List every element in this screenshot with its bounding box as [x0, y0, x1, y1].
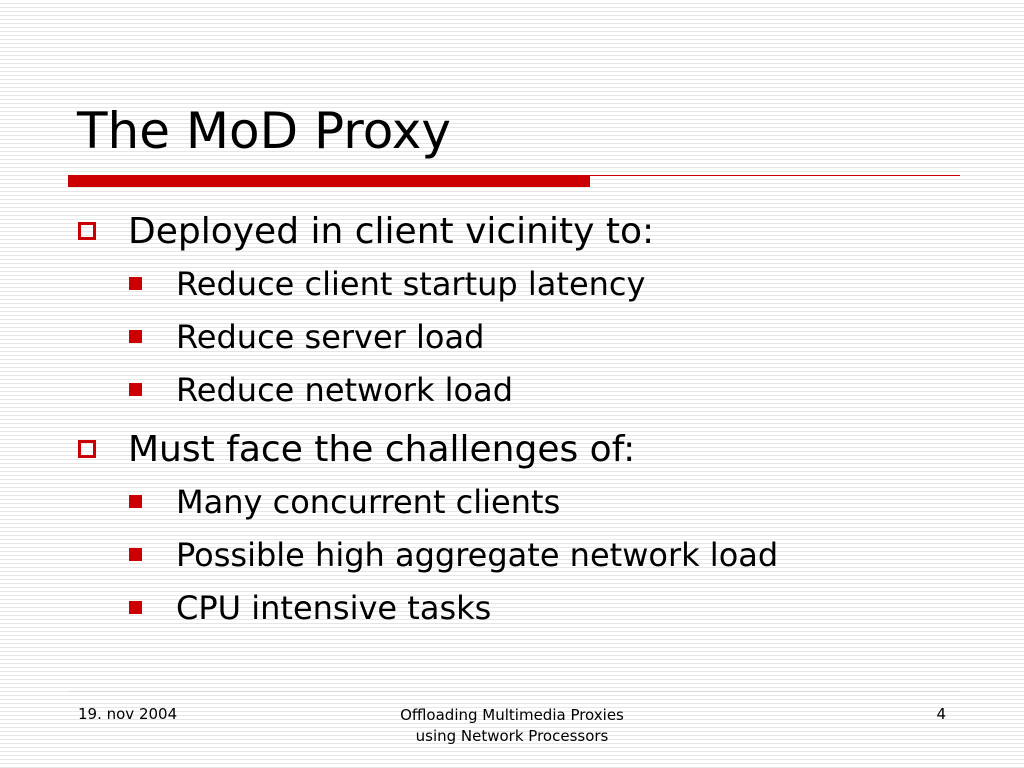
filled-square-icon: [129, 495, 142, 508]
filled-square-icon: [129, 548, 142, 561]
filled-square-icon: [129, 277, 142, 290]
hollow-square-icon: [78, 222, 96, 240]
footer-title-line-1: Offloading Multimedia Proxies: [400, 706, 624, 724]
bullet-level1-text: Deployed in client vicinity to:: [128, 210, 655, 252]
filled-square-icon: [129, 383, 142, 396]
bullet-group-2: Must face the challenges of: Many concur…: [78, 423, 984, 634]
filled-square-icon: [129, 601, 142, 614]
bullet-level2: Reduce network load: [129, 363, 984, 416]
bullet-level2-text: CPU intensive tasks: [176, 588, 492, 627]
bullet-level2: Many concurrent clients: [129, 475, 984, 528]
bullet-level2: Reduce server load: [129, 310, 984, 363]
bullet-level2-text: Many concurrent clients: [176, 482, 561, 521]
bullet-group-1: Deployed in client vicinity to: Reduce c…: [78, 205, 984, 416]
footer-date: 19. nov 2004: [78, 705, 178, 723]
slide-content: Deployed in client vicinity to: Reduce c…: [78, 205, 984, 634]
bullet-level2: Reduce client startup latency: [129, 257, 984, 310]
title-underline-thin: [590, 175, 960, 176]
title-underline-accent: [68, 175, 590, 187]
filled-square-icon: [129, 330, 142, 343]
hollow-square-icon: [78, 440, 96, 458]
bullet-level1-text: Must face the challenges of:: [128, 428, 636, 470]
bullet-level2: Possible high aggregate network load: [129, 528, 984, 581]
slide-title: The MoD Proxy: [77, 102, 451, 160]
footer-title-line-2: using Network Processors: [415, 727, 609, 745]
bullet-level2-text: Reduce network load: [176, 370, 514, 409]
bullet-level2-text: Reduce client startup latency: [176, 264, 646, 303]
bullet-level2: CPU intensive tasks: [129, 581, 984, 634]
bullet-level1: Deployed in client vicinity to:: [78, 205, 984, 257]
bullet-level2-text: Reduce server load: [176, 317, 485, 356]
footer-divider: [68, 691, 960, 692]
bullet-level2-text: Possible high aggregate network load: [176, 535, 779, 574]
footer-presentation-title: Offloading Multimedia Proxies using Netw…: [362, 705, 662, 747]
slide-number: 4: [936, 705, 946, 723]
bullet-level1: Must face the challenges of:: [78, 423, 984, 475]
